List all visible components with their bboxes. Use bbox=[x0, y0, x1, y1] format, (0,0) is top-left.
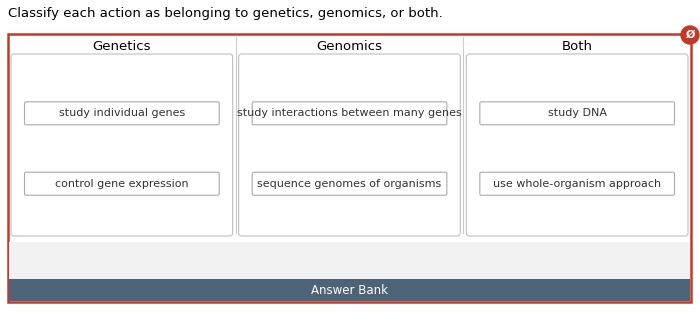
FancyBboxPatch shape bbox=[9, 242, 690, 279]
FancyBboxPatch shape bbox=[25, 102, 219, 125]
FancyBboxPatch shape bbox=[480, 172, 675, 195]
FancyBboxPatch shape bbox=[252, 102, 447, 125]
Text: Both: Both bbox=[561, 40, 593, 53]
FancyBboxPatch shape bbox=[239, 54, 461, 236]
FancyBboxPatch shape bbox=[252, 172, 447, 195]
FancyBboxPatch shape bbox=[25, 172, 219, 195]
Text: Genomics: Genomics bbox=[316, 40, 382, 53]
Text: Classify each action as belonging to genetics, genomics, or both.: Classify each action as belonging to gen… bbox=[8, 7, 442, 20]
FancyBboxPatch shape bbox=[11, 54, 232, 236]
Text: study interactions between many genes: study interactions between many genes bbox=[237, 108, 462, 118]
FancyBboxPatch shape bbox=[480, 102, 675, 125]
Circle shape bbox=[681, 26, 699, 44]
Text: Ø: Ø bbox=[685, 30, 694, 40]
Text: sequence genomes of organisms: sequence genomes of organisms bbox=[258, 179, 442, 189]
Text: control gene expression: control gene expression bbox=[55, 179, 188, 189]
FancyBboxPatch shape bbox=[8, 34, 691, 302]
Text: use whole-organism approach: use whole-organism approach bbox=[493, 179, 662, 189]
Text: Genetics: Genetics bbox=[92, 40, 151, 53]
FancyBboxPatch shape bbox=[466, 54, 688, 236]
Text: study DNA: study DNA bbox=[547, 108, 607, 118]
FancyBboxPatch shape bbox=[9, 279, 690, 301]
Text: study individual genes: study individual genes bbox=[59, 108, 185, 118]
Text: Answer Bank: Answer Bank bbox=[311, 284, 388, 296]
